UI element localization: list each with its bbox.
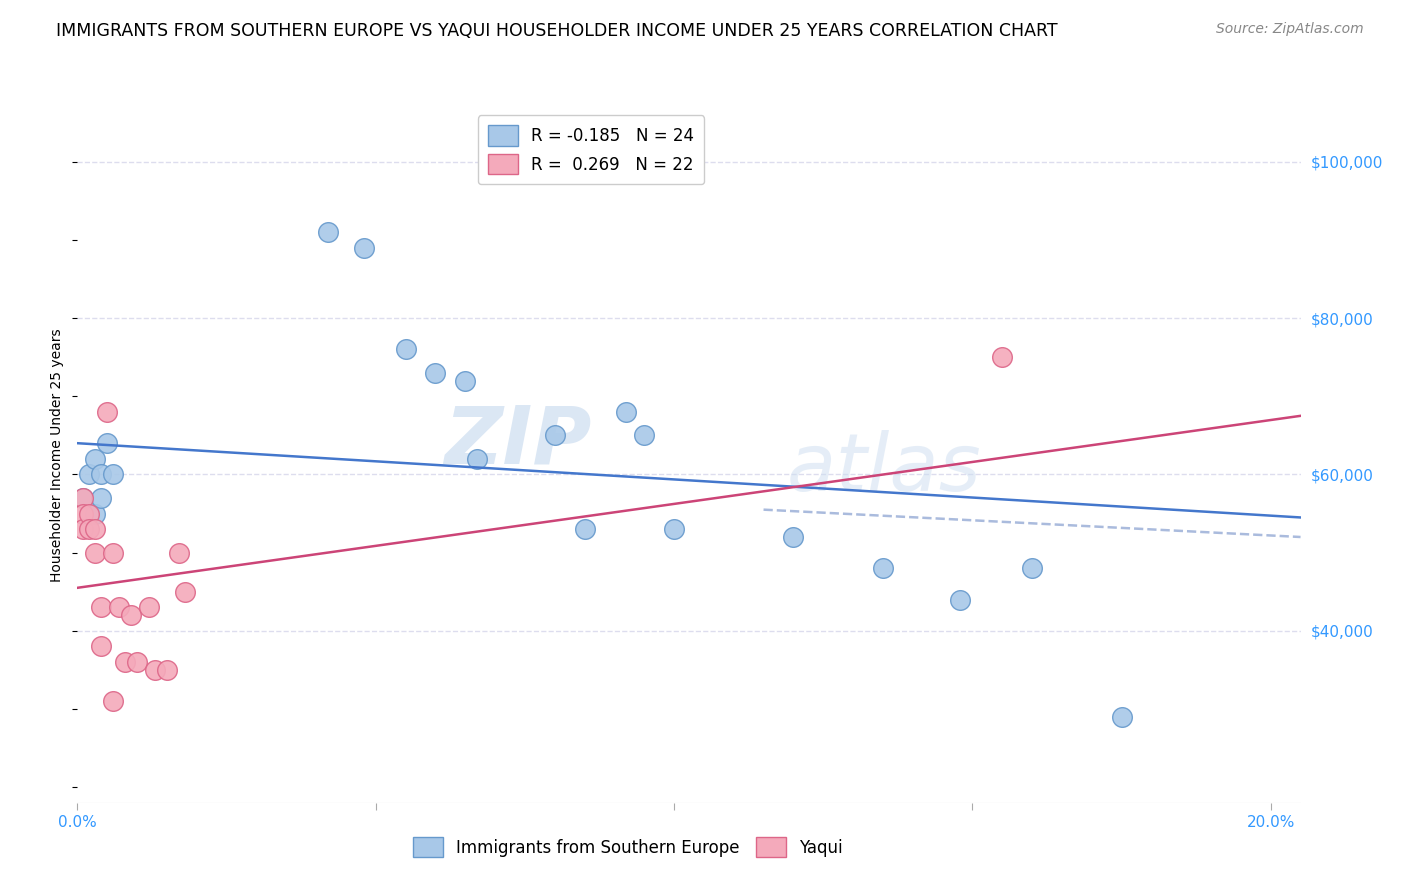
- Y-axis label: Householder Income Under 25 years: Householder Income Under 25 years: [51, 328, 65, 582]
- Point: [143, 663, 166, 677]
- Point: [77, 507, 100, 521]
- Text: Source: ZipAtlas.com: Source: ZipAtlas.com: [1216, 22, 1364, 37]
- Point: [1111, 710, 1133, 724]
- Point: [454, 374, 477, 388]
- Point: [949, 592, 972, 607]
- Point: [662, 522, 685, 536]
- Point: [101, 467, 124, 482]
- Point: [465, 451, 488, 466]
- Point: [1021, 561, 1043, 575]
- Legend: Immigrants from Southern Europe, Yaqui: Immigrants from Southern Europe, Yaqui: [406, 830, 849, 864]
- Point: [316, 225, 339, 239]
- Point: [156, 663, 179, 677]
- Point: [167, 546, 190, 560]
- Point: [544, 428, 567, 442]
- Point: [138, 600, 160, 615]
- Point: [782, 530, 804, 544]
- Point: [77, 522, 100, 536]
- Text: atlas: atlas: [787, 430, 981, 508]
- Point: [574, 522, 596, 536]
- Point: [120, 608, 142, 623]
- Point: [394, 343, 416, 357]
- Point: [77, 467, 100, 482]
- Point: [872, 561, 894, 575]
- Point: [84, 507, 107, 521]
- Point: [991, 350, 1014, 364]
- Point: [96, 405, 118, 419]
- Point: [72, 491, 94, 505]
- Point: [633, 428, 655, 442]
- Text: IMMIGRANTS FROM SOUTHERN EUROPE VS YAQUI HOUSEHOLDER INCOME UNDER 25 YEARS CORRE: IMMIGRANTS FROM SOUTHERN EUROPE VS YAQUI…: [56, 22, 1057, 40]
- Point: [84, 546, 107, 560]
- Point: [90, 640, 112, 654]
- Point: [101, 546, 124, 560]
- Point: [96, 436, 118, 450]
- Point: [101, 694, 124, 708]
- Point: [72, 491, 94, 505]
- Point: [90, 600, 112, 615]
- Point: [84, 522, 107, 536]
- Point: [72, 522, 94, 536]
- Point: [72, 507, 94, 521]
- Point: [353, 241, 375, 255]
- Point: [425, 366, 447, 380]
- Point: [90, 467, 112, 482]
- Point: [125, 655, 148, 669]
- Point: [108, 600, 131, 615]
- Point: [114, 655, 136, 669]
- Text: ZIP: ZIP: [444, 402, 591, 480]
- Point: [84, 451, 107, 466]
- Point: [614, 405, 637, 419]
- Point: [90, 491, 112, 505]
- Point: [173, 584, 195, 599]
